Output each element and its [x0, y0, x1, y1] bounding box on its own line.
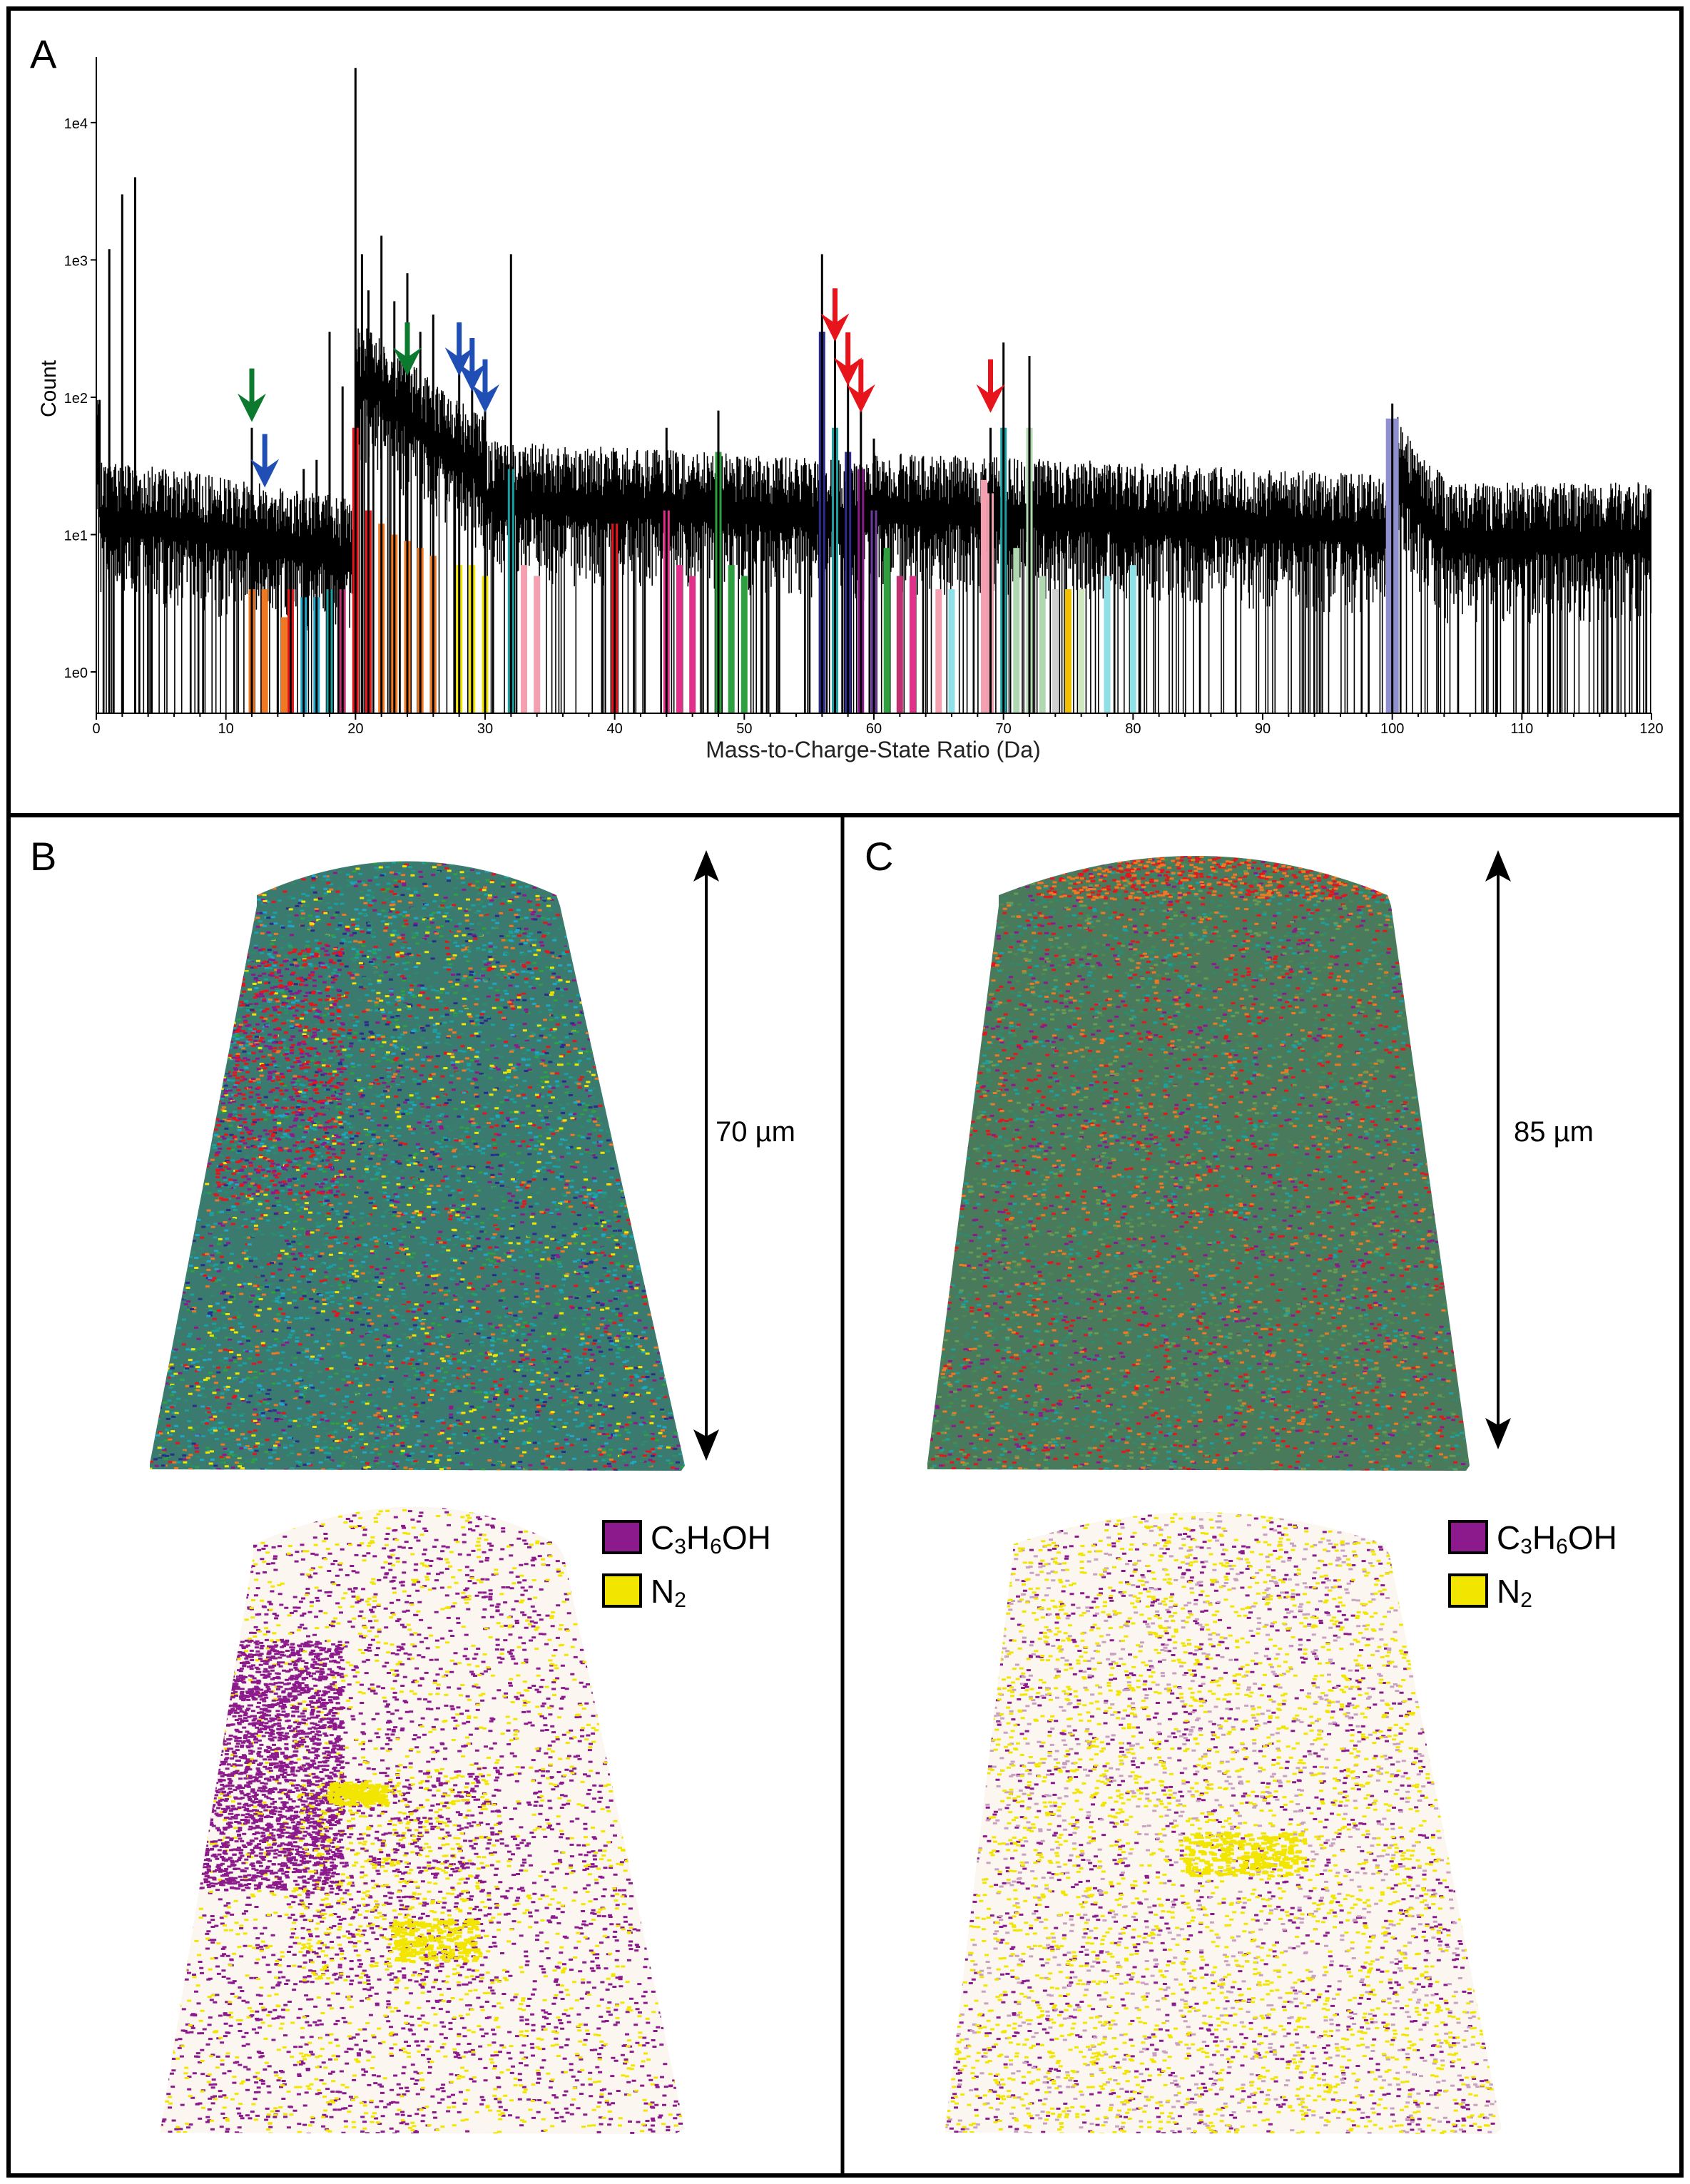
ranged-peak-48 — [1129, 565, 1136, 713]
x-tick-label-7: 70 — [996, 721, 1012, 737]
scale-label-b: 70 µm — [716, 1116, 795, 1148]
svg-text:N2: N2 — [651, 1573, 686, 1612]
ranged-peak-37 — [948, 589, 955, 713]
ranged-peak-2 — [280, 617, 287, 713]
ranged-peak-27 — [740, 576, 748, 713]
peak-arrows — [238, 288, 1005, 488]
reconstruction-c-all-ions — [927, 856, 1470, 1471]
y-tick-label-0: 1e0 — [64, 665, 88, 681]
ranged-peak-33 — [883, 548, 890, 713]
x-tick-label-8: 80 — [1125, 721, 1141, 737]
ranged-peak-41 — [1013, 548, 1020, 713]
panel-a: A 1e0 1e1 1e2 1e3 1e4 0 10 20 30 40 50 60 70 80 90 100… — [30, 31, 1664, 762]
arrow-green-2 — [393, 322, 422, 377]
panel-b-letter: B — [30, 834, 56, 879]
ranged-peak-19 — [521, 565, 527, 713]
svg-text:C3H6OH: C3H6OH — [651, 1519, 771, 1558]
legend-c-c3h6oh: C3H6OH — [1448, 1519, 1617, 1558]
ranged-peak-35 — [910, 576, 916, 713]
panel-c-letter: C — [865, 834, 893, 879]
arrow-blue-3 — [444, 322, 474, 377]
arrow-blue-5 — [471, 359, 499, 413]
arrow-red-6 — [820, 288, 850, 342]
arrow-red-7 — [833, 332, 862, 386]
mass-spectrum-chart: 1e0 1e1 1e2 1e3 1e4 0 10 20 30 40 50 60 70 80 90 100 11… — [37, 57, 1664, 762]
svg-text:N2: N2 — [1497, 1573, 1532, 1612]
reconstruction-c-selected-ions — [945, 1512, 1502, 2134]
y-axis-label: Count — [37, 359, 61, 417]
x-tick-label-5: 50 — [736, 721, 752, 737]
ranged-peak-23 — [676, 565, 683, 713]
scale-arrow-b — [693, 850, 719, 1461]
x-tick-label-0: 0 — [92, 721, 100, 737]
panel-c: C 85 µm C3H6OH N2 — [865, 834, 1617, 2134]
ranged-peak-47 — [1104, 576, 1111, 713]
y-tick-label-1: 1e1 — [64, 528, 88, 544]
arrow-blue-4 — [457, 337, 487, 392]
panel-b: B 70 µm C3H6OH N2 — [30, 834, 795, 2134]
legend-b-n2: N2 — [602, 1573, 686, 1612]
arrow-red-8 — [846, 359, 875, 413]
legend-b: C3H6OH N2 — [602, 1519, 771, 1612]
svg-text:C3H6OH: C3H6OH — [1497, 1519, 1617, 1558]
ranged-peak-38 — [980, 479, 987, 713]
x-tick-label-6: 60 — [866, 721, 882, 737]
ranged-peak-26 — [728, 565, 735, 713]
x-axis: 0 10 20 30 40 50 60 70 80 90 100 110 120 — [92, 713, 1664, 737]
x-tick-label-12: 120 — [1639, 721, 1663, 737]
reconstruction-b-selected-ions — [161, 1506, 685, 2134]
scale-label-c: 85 µm — [1514, 1116, 1594, 1148]
legend-b-c3h6oh: C3H6OH — [602, 1519, 771, 1558]
ranged-peak-1 — [261, 589, 268, 713]
ranged-peak-24 — [689, 576, 696, 713]
legend-c-n2: N2 — [1448, 1573, 1532, 1612]
scale-arrow-c — [1485, 850, 1511, 1449]
x-tick-label-9: 90 — [1255, 721, 1271, 737]
x-tick-label-10: 100 — [1380, 721, 1404, 737]
ranged-peak-45 — [1065, 589, 1071, 713]
x-tick-label-1: 10 — [218, 721, 234, 737]
y-axis: 1e0 1e1 1e2 1e3 1e4 — [64, 57, 97, 713]
spectrum-peaks — [108, 68, 1394, 713]
arrow-green-0 — [238, 368, 266, 422]
arrow-red-9 — [976, 359, 1005, 413]
arrow-blue-1 — [250, 434, 280, 488]
x-tick-label-2: 20 — [347, 721, 363, 737]
legend-c: C3H6OH N2 — [1448, 1519, 1617, 1612]
x-axis-label: Mass-to-Charge-State Ratio (Da) — [706, 737, 1040, 762]
x-tick-label-4: 40 — [607, 721, 623, 737]
ranged-peak-43 — [1039, 576, 1046, 713]
y-tick-label-4: 1e4 — [64, 116, 88, 132]
panel-a-letter: A — [30, 31, 57, 76]
x-tick-label-11: 110 — [1510, 721, 1533, 737]
ranged-peak-34 — [896, 576, 903, 713]
y-tick-label-3: 1e3 — [64, 253, 88, 269]
figure-frame — [6, 6, 1684, 2178]
ranged-peak-20 — [534, 576, 541, 713]
y-tick-label-2: 1e2 — [64, 391, 88, 407]
x-tick-label-3: 30 — [477, 721, 493, 737]
ranged-peak-46 — [1078, 589, 1085, 713]
ranged-peak-44 — [1052, 589, 1059, 713]
reconstruction-b-all-ions — [150, 861, 685, 1471]
ranged-peak-36 — [935, 589, 942, 713]
